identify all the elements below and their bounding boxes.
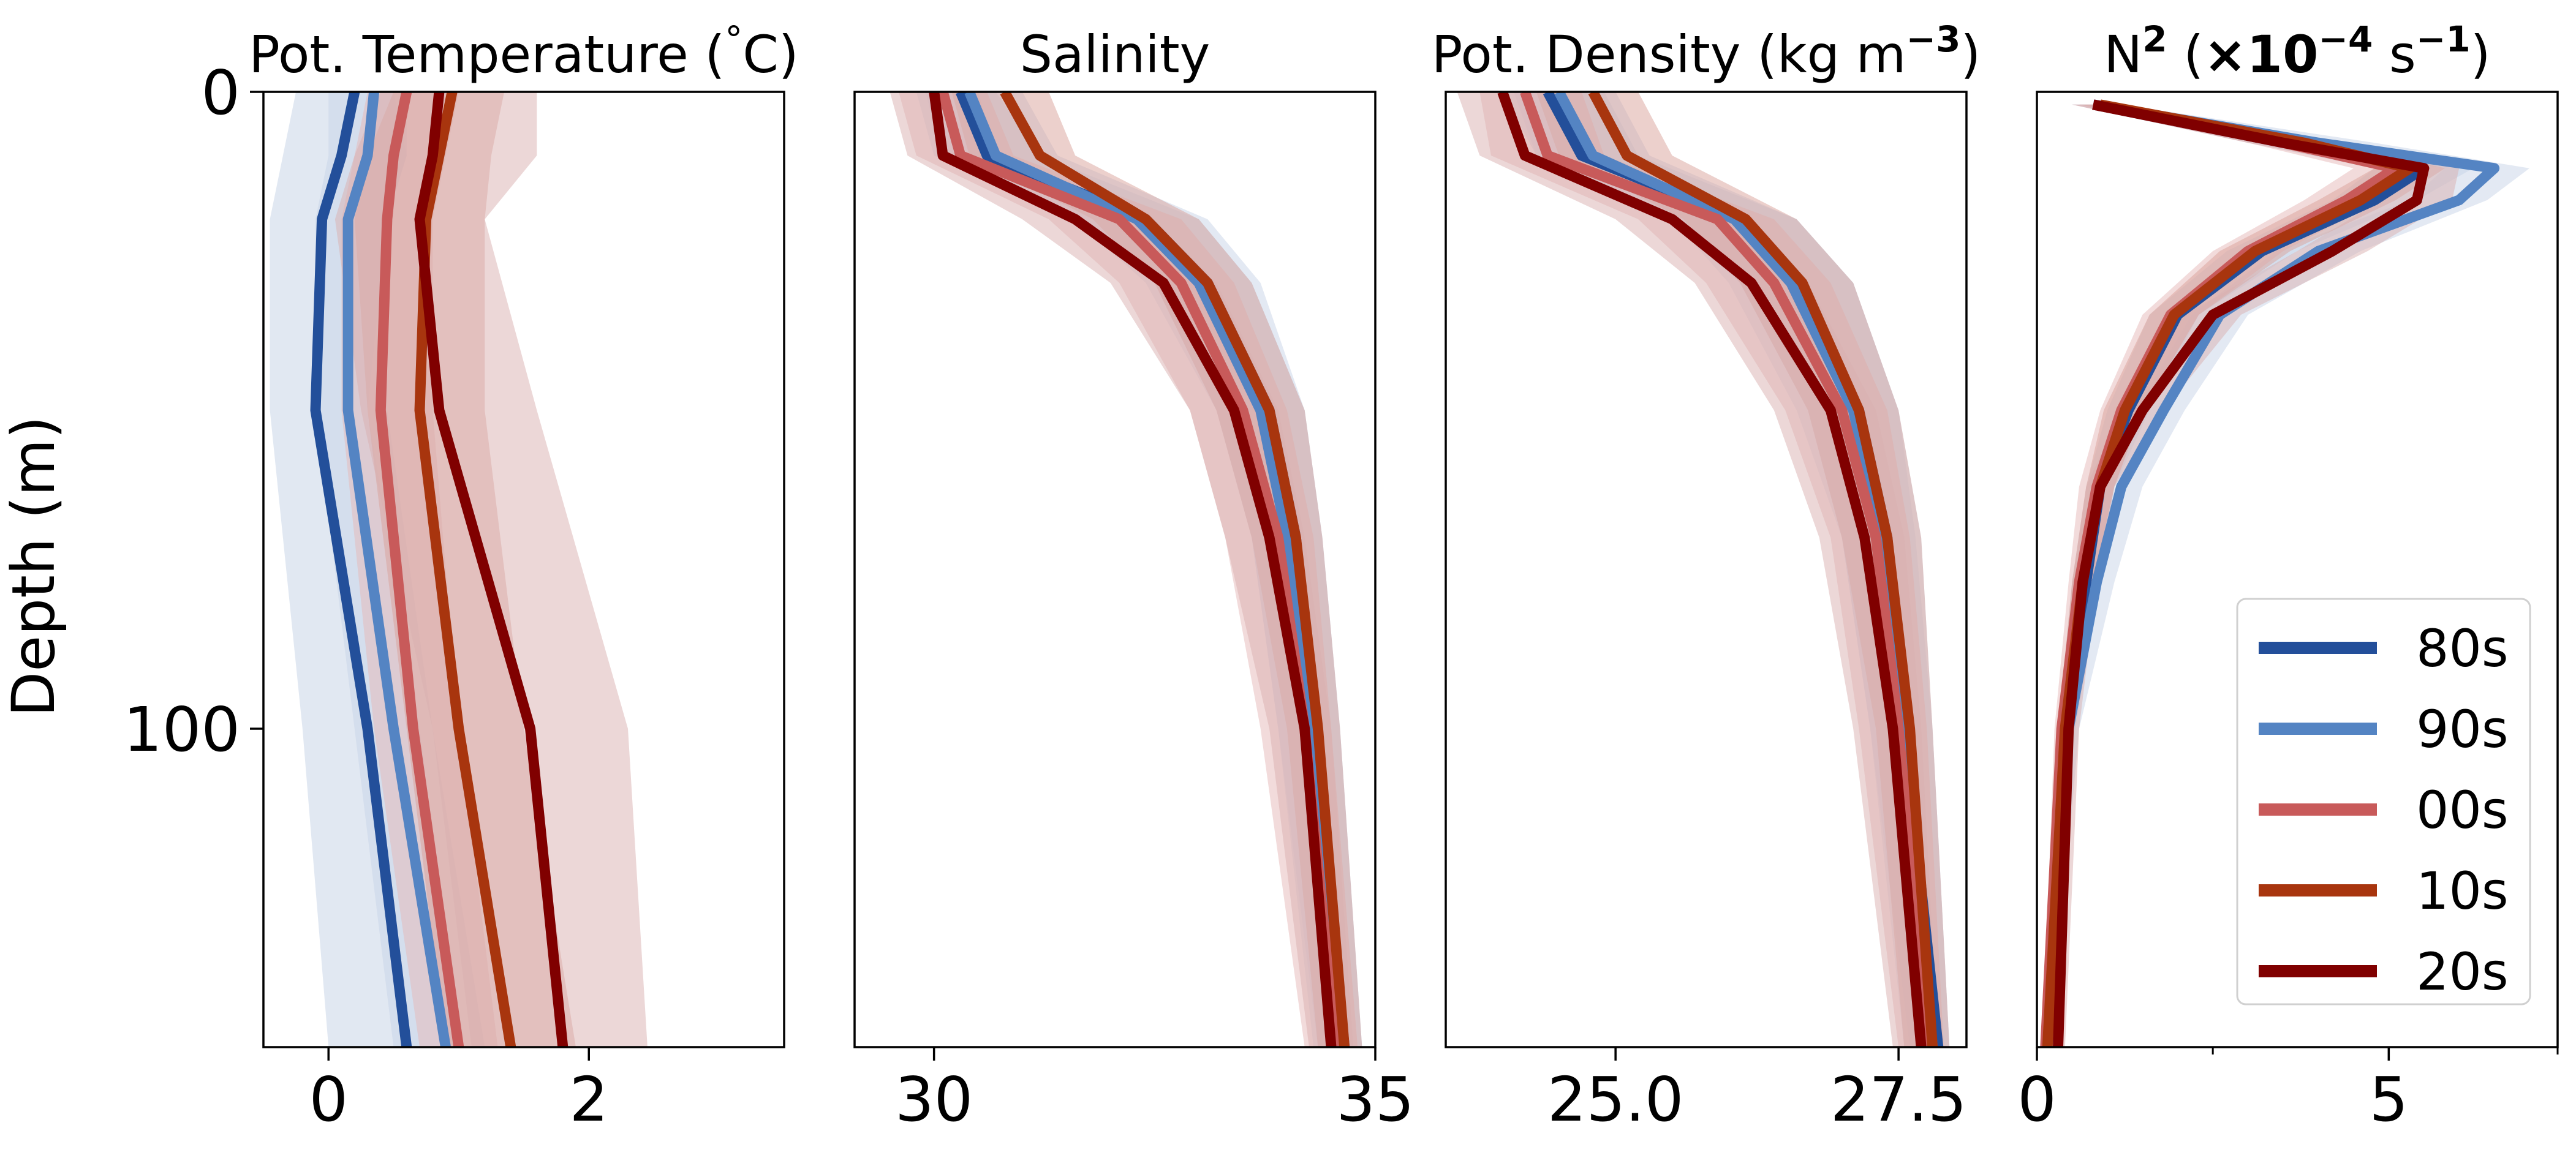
band-20s: [890, 92, 1353, 1047]
panel-frame: [853, 91, 1377, 1048]
legend-label-20s: 20s: [2416, 942, 2509, 1002]
title-part: −1: [2416, 18, 2471, 60]
band-90s: [2044, 104, 2530, 1047]
line-10s: [414, 92, 516, 1047]
title-part: ): [2471, 24, 2491, 85]
panel-plot-area: [890, 92, 1362, 1047]
legend-label-10s: 10s: [2416, 861, 2509, 921]
panel-title: N2 (×10−4 s−1): [2104, 18, 2490, 85]
y-axis-label: Depth (m): [0, 416, 68, 716]
x-tick-label: 0: [309, 1064, 348, 1135]
line-90s: [1554, 92, 1938, 1047]
title-part: −4: [2318, 18, 2373, 60]
line-20s: [929, 92, 1337, 1047]
panels-layer: 0 2 0 100 Pot. Temperature (°C) 30 35 Salinity 2…: [123, 18, 2559, 1135]
legend-label-00s: 00s: [2416, 780, 2509, 840]
band-10s: [951, 92, 1362, 1047]
panel-1: 0 2 0 100 Pot. Temperature (°C): [123, 18, 799, 1135]
panel-plot-area: [2040, 99, 2530, 1047]
panel-frame: [1445, 91, 1968, 1048]
title-part: −3: [1906, 18, 1960, 60]
line-00s: [375, 92, 464, 1047]
x-tick-label: 25.0: [1547, 1064, 1684, 1135]
panel-2: 30 35 Salinity: [853, 24, 1415, 1135]
x-tick-label: 30: [895, 1064, 973, 1135]
title-part: 2: [2142, 18, 2167, 60]
legend-box: [2236, 598, 2531, 1005]
panel-frame: [262, 91, 785, 1048]
legend-label-80s: 80s: [2416, 618, 2509, 678]
y-tick-label: 0: [201, 57, 240, 129]
panel-title: Pot. Density (kg m−3): [1432, 18, 1981, 85]
line-00s: [1520, 92, 1932, 1047]
line-20s: [2053, 99, 2430, 1047]
line-20s: [1497, 92, 1927, 1047]
panel-frame: [2036, 91, 2559, 1048]
title-part: (: [2167, 24, 2204, 85]
x-tick-label: 27.5: [1830, 1064, 1967, 1135]
x-tick-label: 5: [2370, 1064, 2409, 1135]
line-10s: [1000, 92, 1350, 1047]
band-10s: [2044, 104, 2446, 1047]
band-20s: [334, 92, 648, 1047]
title-part: Salinity: [1020, 24, 1211, 85]
line-20s: [414, 92, 568, 1047]
panel-plot-area: [1457, 92, 1950, 1047]
title-part: ×10: [2204, 24, 2318, 85]
band-10s: [1536, 92, 1950, 1047]
x-tick-label: 0: [2017, 1064, 2057, 1135]
line-10s: [1588, 92, 1938, 1047]
title-part: ): [1960, 24, 1981, 85]
title-part: C): [742, 24, 798, 85]
line-90s: [342, 92, 451, 1047]
title-part: Pot. Temperature (: [249, 24, 725, 85]
y-tick-label: 100: [123, 694, 240, 765]
panel-title: Pot. Temperature (°C): [249, 18, 798, 85]
x-tick-label: 2: [569, 1064, 608, 1135]
panel-title: Salinity: [1020, 24, 1211, 85]
title-part: °: [725, 18, 742, 60]
title-part: N: [2104, 24, 2142, 85]
title-part: Pot. Density (kg m: [1432, 24, 1906, 85]
x-tick-label: 35: [1336, 1064, 1414, 1135]
title-part: s: [2373, 24, 2415, 85]
legend: 80s 90s 00s 10s 20s: [2236, 598, 2531, 1005]
panel-3: 25.0 27.5 Pot. Density (kg m−3): [1432, 18, 1981, 1135]
panel-plot-area: [270, 92, 648, 1047]
panel-4: 0 5 N2 (×10−4 s−1): [2017, 18, 2559, 1135]
legend-label-90s: 90s: [2416, 699, 2509, 759]
line-80s: [310, 92, 412, 1047]
